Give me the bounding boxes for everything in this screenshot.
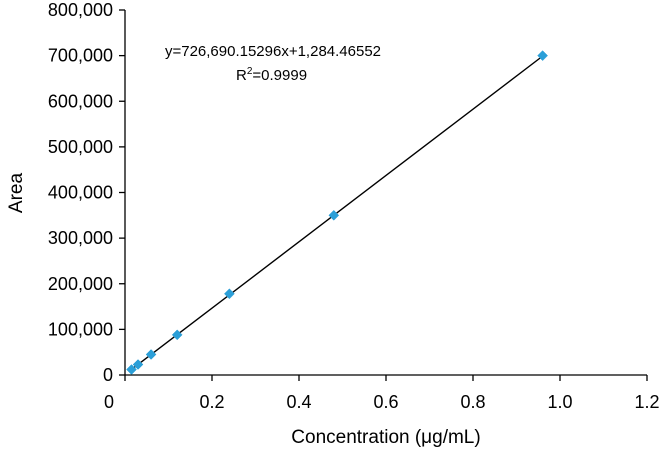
x-tick-label: 1.0 — [547, 392, 572, 412]
data-point — [171, 329, 183, 341]
data-point — [126, 364, 137, 375]
y-axis-title: Area — [6, 173, 27, 214]
y-tick-label: 700,000 — [48, 46, 113, 66]
x-axis-title: Concentration (μg/mL) — [291, 427, 480, 448]
x-tick-label: 0.6 — [373, 392, 398, 412]
data-point — [132, 359, 144, 370]
y-tick-label: 100,000 — [48, 319, 113, 339]
y-tick-label: 800,000 — [48, 0, 113, 20]
x-tick-label: 0.8 — [460, 392, 485, 412]
data-point — [145, 349, 157, 360]
x-axis: 0 0.2 0.4 0.6 0.8 1.0 1.2 — [104, 374, 660, 412]
r-squared-label: R2=0.9999 — [236, 66, 307, 84]
r-squared-superscript: 2 — [247, 66, 253, 77]
regression-equation: y=726,690.15296x+1,284.46552 — [165, 43, 381, 60]
x-tick-label: 0.2 — [199, 392, 224, 412]
y-tick-label: 400,000 — [48, 183, 113, 203]
r-squared-value: =0.9999 — [252, 67, 307, 84]
x-tick-label: 1.2 — [634, 392, 659, 412]
r-squared-prefix: R — [236, 67, 247, 84]
x-tick-label: 0 — [104, 392, 114, 412]
x-tick-label: 0.4 — [286, 392, 311, 412]
y-tick-label: 600,000 — [48, 91, 113, 111]
y-tick-label: 200,000 — [48, 274, 113, 294]
y-axis: 0 100,000 200,000 300,000 400,000 500,000 600,… — [48, 0, 126, 385]
y-tick-label: 0 — [103, 365, 113, 385]
y-tick-label: 300,000 — [48, 228, 113, 248]
data-point — [537, 50, 548, 61]
data-point — [328, 209, 340, 221]
data-point — [224, 288, 235, 300]
trendline — [131, 55, 544, 370]
y-tick-label: 500,000 — [48, 137, 113, 157]
